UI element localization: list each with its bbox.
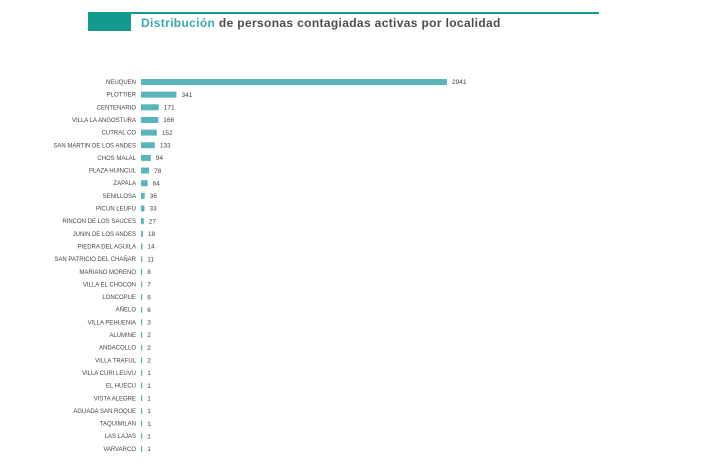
category-label-aguada-san-roque: AGUADA SAN ROQUE xyxy=(73,409,136,415)
bar-villa-el-chocon xyxy=(141,281,143,288)
value-label-loncopue: 6 xyxy=(147,294,151,301)
category-label-vista-alegre: VISTA ALEGRE xyxy=(94,396,136,402)
header: Distribución de personas contagiadas act… xyxy=(0,0,707,40)
category-label-chos-malal: CHOS MALAL xyxy=(97,156,136,162)
value-label-junin-de-los-andes: 18 xyxy=(148,231,156,238)
bar-san-patricio-del-chanar xyxy=(141,256,143,263)
value-label-villa-el-chocon: 7 xyxy=(147,282,151,289)
category-label-san-martin-de-los-andes: SAN MARTIN DE LOS ANDES xyxy=(53,143,136,149)
value-label-chos-malal: 94 xyxy=(156,155,164,162)
value-label-villa-traful: 2 xyxy=(147,358,151,365)
bar-alumine xyxy=(141,332,143,338)
category-label-villa-el-chocon: VILLA EL CHOCON xyxy=(83,282,136,288)
category-label-plottier: PLOTTIER xyxy=(107,93,137,99)
value-label-san-patricio-del-chanar: 11 xyxy=(147,256,154,263)
bar-chos-malal xyxy=(141,154,151,161)
value-label-picun-leufu: 33 xyxy=(149,206,157,213)
category-label-cutral-co: CUTRAL CO xyxy=(102,131,137,137)
category-label-mariano-moreno: MARIANO MORENO xyxy=(79,270,136,276)
bar-mariano-moreno xyxy=(141,268,143,275)
category-label-rincon-de-los-sauces: RINCON DE LOS SAUCES xyxy=(62,219,136,225)
value-label-zapala: 64 xyxy=(153,180,161,187)
bar-villa-la-angostura xyxy=(141,116,159,123)
category-label-anelo: AÑELO xyxy=(116,307,137,314)
bar-el-huecu xyxy=(141,382,143,389)
chart-title: Distribución de personas contagiadas act… xyxy=(141,16,501,30)
bar-loncopue xyxy=(141,294,143,301)
category-label-piedra-del-aguila: PIEDRA DEL AGUILA xyxy=(78,244,136,250)
category-label-san-patricio-del-chanar: SAN PATRICIO DEL CHAÑAR xyxy=(54,256,136,263)
value-label-aguada-san-roque: 1 xyxy=(147,408,151,415)
value-label-varvarco: 1 xyxy=(147,446,151,453)
bar-villa-traful xyxy=(141,357,143,364)
chart-title-rest: de personas contagiadas activas por loca… xyxy=(215,16,501,30)
chart-title-highlight: Distribución xyxy=(141,16,216,30)
category-label-centenario: CENTENARIO xyxy=(97,105,137,111)
category-label-zapala: ZAPALA xyxy=(113,181,136,187)
value-label-senillosa: 36 xyxy=(150,193,158,200)
value-label-las-lajas: 1 xyxy=(147,433,151,440)
category-label-taquimilan: TAQUIMILAN xyxy=(100,422,136,428)
category-label-varvarco: VARVARCO xyxy=(103,447,136,453)
category-label-andacollo: ANDACOLLO xyxy=(99,346,136,352)
category-label-neuquen: NEUQUEN xyxy=(106,80,136,86)
bar-picun-leufu xyxy=(141,205,145,212)
value-label-andacollo: 2 xyxy=(147,345,151,352)
category-label-picun-leufu: PICUN LEUFU xyxy=(96,207,136,213)
header-accent-block xyxy=(88,12,131,31)
value-label-villa-curi-leuvu: 1 xyxy=(147,370,151,377)
bar-varvarco xyxy=(141,445,143,452)
bar-cutral-co xyxy=(141,129,157,136)
bar-anelo xyxy=(141,306,143,313)
bar-plottier xyxy=(141,91,177,98)
value-label-alumine: 2 xyxy=(147,332,151,339)
bar-neuquen xyxy=(141,79,447,85)
value-label-anelo: 6 xyxy=(147,307,151,314)
value-label-piedra-del-aguila: 14 xyxy=(147,244,155,251)
category-label-villa-traful: VILLA TRAFUL xyxy=(95,358,137,364)
bar-vista-alegre xyxy=(141,395,143,402)
value-label-neuquen: 2941 xyxy=(452,79,467,86)
category-label-villa-curi-leuvu: VILLA CURI LEUVU xyxy=(82,371,136,377)
bar-rincon-de-los-sauces xyxy=(141,218,144,225)
bar-senillosa xyxy=(141,192,145,199)
value-label-plaza-huincul: 78 xyxy=(154,168,162,175)
value-label-rincon-de-los-sauces: 27 xyxy=(149,218,157,225)
category-label-junin-de-los-andes: JUNIN DE LOS ANDES xyxy=(73,232,136,238)
category-label-villa-pehuenia: VILLA PEHUENIA xyxy=(88,320,136,326)
bar-las-lajas xyxy=(141,433,143,440)
bar-villa-pehuenia xyxy=(141,319,143,326)
value-label-villa-la-angostura: 166 xyxy=(163,117,174,124)
value-label-mariano-moreno: 8 xyxy=(147,269,151,276)
value-label-taquimilan: 1 xyxy=(147,421,151,428)
bar-junin-de-los-andes xyxy=(141,230,143,237)
value-label-vista-alegre: 1 xyxy=(147,395,151,402)
bar-plaza-huincul xyxy=(141,167,150,174)
bar-villa-curi-leuvu xyxy=(141,369,143,376)
bar-aguada-san-roque xyxy=(141,407,143,414)
bar-san-martin-de-los-andes xyxy=(141,142,155,149)
category-label-las-lajas: LAS LAJAS xyxy=(105,434,136,440)
value-label-el-huecu: 1 xyxy=(147,383,151,390)
bar-andacollo xyxy=(141,344,143,351)
bar-zapala xyxy=(141,180,148,187)
value-label-villa-pehuenia: 3 xyxy=(147,320,151,327)
value-label-cutral-co: 152 xyxy=(162,130,173,137)
category-label-loncopue: LONCOPUE xyxy=(102,295,136,301)
bar-centenario xyxy=(141,104,159,111)
category-label-alumine: ALUMINE xyxy=(109,333,136,339)
category-label-villa-la-angostura: VILLA LA ANGOSTURA xyxy=(72,118,136,124)
category-label-plaza-huincul: PLAZA HUINCUL xyxy=(89,169,137,175)
bar-piedra-del-aguila xyxy=(141,243,143,250)
header-accent-line xyxy=(131,12,599,14)
value-label-plottier: 341 xyxy=(181,92,192,99)
category-label-senillosa: SENILLOSA xyxy=(103,194,136,200)
category-label-el-huecu: EL HUECU xyxy=(106,384,136,390)
value-label-san-martin-de-los-andes: 133 xyxy=(160,142,171,149)
bar-taquimilan xyxy=(141,420,143,427)
value-label-centenario: 171 xyxy=(164,105,175,112)
